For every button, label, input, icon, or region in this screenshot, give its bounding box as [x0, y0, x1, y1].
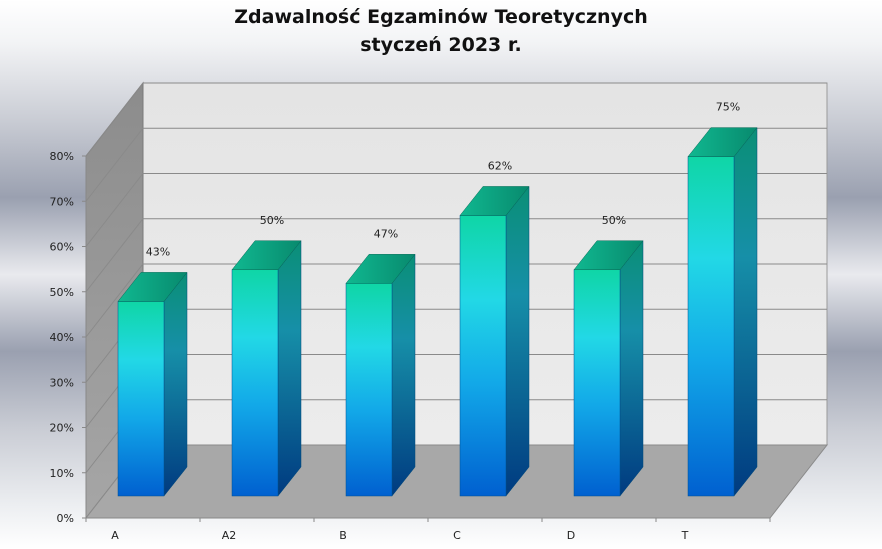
data-label: 50%: [602, 214, 626, 227]
bar-top: [345, 254, 416, 284]
y-tick-label: 50%: [50, 286, 74, 299]
bar: [459, 185, 530, 497]
bar-front: [459, 215, 507, 497]
bar-side: [277, 240, 302, 497]
y-tick-label: 60%: [50, 241, 74, 254]
gridline: [85, 127, 827, 202]
bar: [345, 253, 416, 497]
y-axis: 0% 10% 20% 30% 40% 50% 60% 70% 80%: [50, 150, 87, 525]
bar: [117, 271, 188, 497]
bar-side: [163, 271, 188, 497]
gridline: [85, 82, 827, 157]
data-labels: 43% 50% 47% 62% 50% 75%: [146, 101, 740, 259]
bar-front: [345, 283, 393, 497]
bar: [573, 240, 644, 497]
bar-side: [505, 185, 530, 497]
bar-side: [391, 253, 416, 497]
y-tick-label: 10%: [50, 467, 74, 480]
x-axis: A A2 B C D T: [85, 517, 771, 542]
data-label: 47%: [374, 227, 398, 240]
bar-top: [231, 240, 302, 270]
y-tick-label: 0%: [57, 512, 74, 525]
x-tick-label: A2: [222, 529, 237, 542]
y-tick-label: 40%: [50, 331, 74, 344]
x-tick-label: C: [453, 529, 461, 542]
y-tick-label: 80%: [50, 150, 74, 163]
data-label: 50%: [260, 214, 284, 227]
bar-front: [231, 269, 279, 497]
chart-title: Zdawalność Egzaminów Teoretycznych: [234, 6, 648, 28]
data-label: 43%: [146, 245, 170, 258]
bar: [687, 126, 758, 497]
bars: [117, 126, 758, 497]
bar-front: [573, 269, 621, 497]
x-tick-label: T: [681, 529, 689, 542]
gridline: [85, 218, 827, 293]
y-tick-label: 20%: [50, 422, 74, 435]
x-tick-label: D: [567, 529, 575, 542]
y-tick-label: 30%: [50, 376, 74, 389]
x-tick-label: A: [111, 529, 119, 542]
chart-subtitle: styczeń 2023 r.: [360, 34, 522, 56]
bar-side: [619, 240, 644, 497]
bar-front: [687, 156, 735, 497]
bar-front: [117, 301, 165, 497]
x-tick-label: B: [339, 529, 347, 542]
gridline: [85, 173, 827, 247]
bar-top: [573, 240, 644, 270]
data-label: 75%: [716, 101, 740, 114]
bar: [231, 240, 302, 497]
bar-top: [117, 272, 188, 302]
data-label: 62%: [488, 159, 512, 172]
bar-top: [687, 127, 758, 157]
y-tick-label: 70%: [50, 195, 74, 208]
bar-side: [733, 126, 758, 497]
bar-top: [459, 186, 530, 216]
